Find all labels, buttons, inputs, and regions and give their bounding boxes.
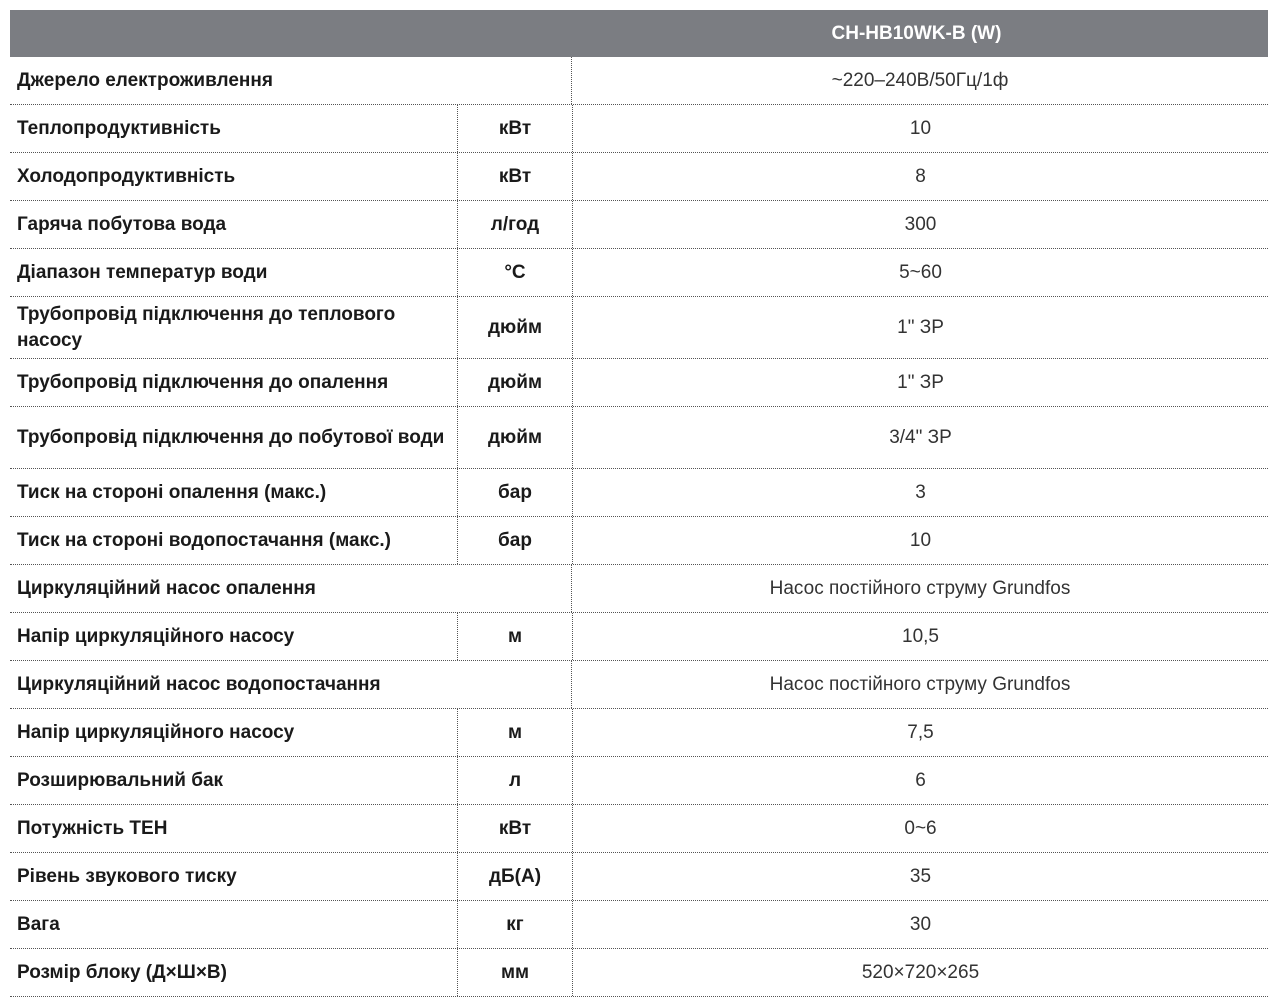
table-row: Розширювальний бак л 6 [10,757,1268,805]
cell-param: Вага [17,913,60,935]
table-row: Трубопровід підключення до теплового нас… [10,297,1268,359]
cell-unit: дюйм [457,359,572,406]
cell-param: Тиск на стороні опалення (макс.) [17,481,327,503]
table-row: Теплопродуктивність кВт 10 [10,105,1268,153]
cell-value: 3/4" ЗР [572,407,1268,468]
cell-param: Напір циркуляційного насосу [17,721,295,743]
cell-value: 10 [572,105,1268,152]
header-spacer [10,10,565,57]
table-row: Потужність ТЕН кВт 0~6 [10,805,1268,853]
table-row: Циркуляційний насос опалення Насос постій… [10,565,1268,613]
cell-value: 8 [572,153,1268,200]
table-row: Циркуляційний насос водопостачання Насос … [10,661,1268,709]
table-row: Рівень звукового тиску дБ(А) 35 [10,853,1268,901]
cell-value: 1" ЗР [572,297,1268,358]
cell-value: 10,5 [572,613,1268,660]
cell-value: 5~60 [572,249,1268,296]
cell-value: 0~6 [572,805,1268,852]
cell-unit: кВт [457,105,572,152]
cell-unit: л [457,757,572,804]
table-row: Вага кг 30 [10,901,1268,949]
cell-unit: кг [457,901,572,948]
cell-param: Розмір блоку (Д×Ш×В) [17,961,227,983]
cell-value: 3 [572,469,1268,516]
table-row: Розмір блоку (Д×Ш×В) мм 520×720×265 [10,949,1268,997]
cell-value: 520×720×265 [572,949,1268,996]
cell-unit: дюйм [457,297,572,358]
cell-value: 300 [572,201,1268,248]
cell-unit: дюйм [457,407,572,468]
cell-value: Насос постійного струму Grundfos [571,661,1268,708]
cell-param: Холодопродуктивність [17,165,236,187]
cell-unit: мм [457,949,572,996]
table-row: Діапазон температур води °C 5~60 [10,249,1268,297]
cell-unit: бар [457,469,572,516]
spec-table: CH-HB10WK-B (W) Джерело електроживлення ~… [10,10,1268,997]
cell-unit: бар [457,517,572,564]
cell-unit: л/год [457,201,572,248]
table-row: Трубопровід підключення до опалення дюйм 1… [10,359,1268,407]
cell-value: 35 [572,853,1268,900]
table-row: Гаряча побутова вода л/год 300 [10,201,1268,249]
cell-param: Циркуляційний насос опалення [17,577,316,599]
cell-param: Трубопровід підключення до опалення [17,371,389,393]
table-row: Холодопродуктивність кВт 8 [10,153,1268,201]
cell-value: Насос постійного струму Grundfos [571,565,1268,612]
table-row: Напір циркуляційного насосу м 7,5 [10,709,1268,757]
cell-param: Напір циркуляційного насосу [17,625,295,647]
cell-unit: °C [457,249,572,296]
cell-unit: м [457,709,572,756]
cell-param: Трубопровід підключення до теплового нас… [17,303,396,351]
model-name: CH-HB10WK-B (W) [831,22,1002,44]
cell-param: Тиск на стороні водопостачання (макс.) [17,529,392,551]
cell-param: Гаряча побутова вода [17,213,227,235]
table-row: Тиск на стороні водопостачання (макс.) ба… [10,517,1268,565]
cell-value: ~220–240В/50Гц/1ф [571,57,1268,104]
cell-value: 6 [572,757,1268,804]
cell-param: Трубопровід підключення до побутової вод… [17,426,445,448]
cell-unit: кВт [457,153,572,200]
cell-value: 30 [572,901,1268,948]
cell-param: Джерело електроживлення [17,69,273,91]
cell-param: Циркуляційний насос водопостачання [17,673,381,695]
cell-param: Діапазон температур води [17,261,268,283]
cell-param: Розширювальний бак [17,769,224,791]
cell-unit: кВт [457,805,572,852]
cell-value: 7,5 [572,709,1268,756]
cell-value: 10 [572,517,1268,564]
table-header: CH-HB10WK-B (W) [10,10,1268,57]
cell-param: Рівень звукового тиску [17,865,237,887]
cell-unit: дБ(А) [457,853,572,900]
table-row: Тиск на стороні опалення (макс.) бар 3 [10,469,1268,517]
cell-param: Потужність ТЕН [17,817,168,839]
cell-value: 1" ЗР [572,359,1268,406]
table-row: Напір циркуляційного насосу м 10,5 [10,613,1268,661]
table-row: Джерело електроживлення ~220–240В/50Гц/1ф [10,57,1268,105]
cell-unit: м [457,613,572,660]
table-row: Трубопровід підключення до побутової вод… [10,407,1268,469]
cell-param: Теплопродуктивність [17,117,221,139]
